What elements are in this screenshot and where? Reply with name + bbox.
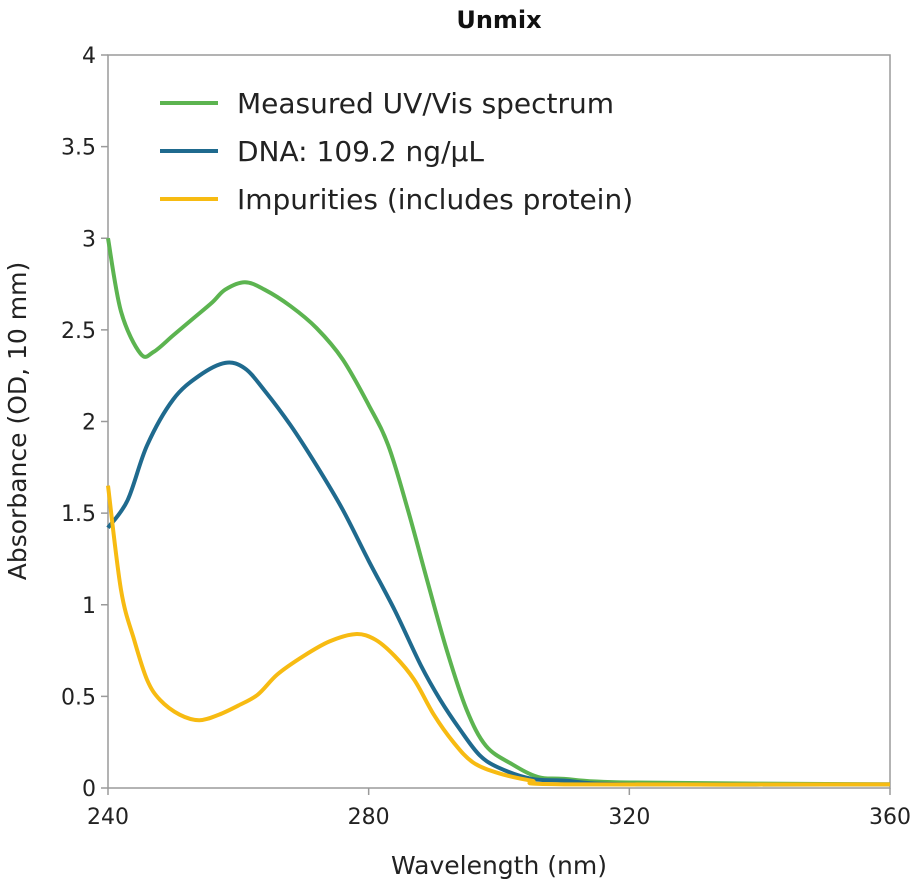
- x-tick-label: 320: [608, 805, 650, 830]
- y-tick-label: 0: [82, 777, 96, 802]
- series-lines: [106, 237, 891, 787]
- y-axis-label: Absorbance (OD, 10 mm): [3, 262, 32, 580]
- y-tick-label: 2.5: [61, 319, 96, 344]
- y-tick-label: 1.5: [61, 502, 96, 527]
- series-line-2: [106, 485, 891, 787]
- y-tick-label: 3: [82, 227, 96, 252]
- x-tick-label: 280: [348, 805, 390, 830]
- y-tick-label: 4: [82, 44, 96, 69]
- legend-label: DNA: 109.2 ng/µL: [237, 135, 484, 168]
- x-tick-label: 360: [869, 805, 911, 830]
- x-axis-label: Wavelength (nm): [391, 851, 607, 880]
- y-tick-label: 3.5: [61, 136, 96, 161]
- y-tick-label: 1: [82, 594, 96, 619]
- series-line-1: [106, 360, 891, 787]
- y-tick-label: 2: [82, 411, 96, 436]
- x-axis: 240 280 320 360: [87, 788, 911, 830]
- chart-title: Unmix: [456, 6, 542, 34]
- legend: Measured UV/Vis spectrum DNA: 109.2 ng/µL…: [160, 87, 633, 216]
- series-line-0: [106, 237, 891, 787]
- x-tick-label: 240: [87, 805, 129, 830]
- plot-frame: [107, 54, 891, 789]
- legend-label: Impurities (includes protein): [237, 183, 633, 216]
- y-axis: 0 0.5 1 1.5 2 2.5 3 3.5 4: [61, 44, 108, 802]
- legend-label: Measured UV/Vis spectrum: [237, 87, 614, 120]
- y-tick-label: 0.5: [61, 685, 96, 710]
